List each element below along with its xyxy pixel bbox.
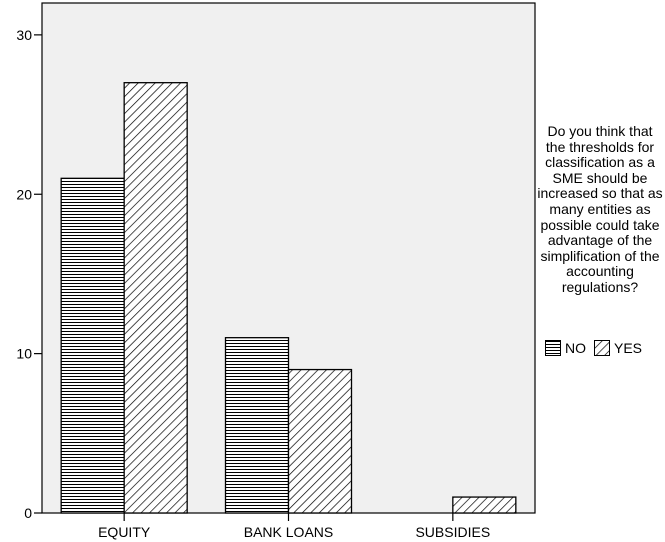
legend-title: Do you think that the thresholds for cla… — [537, 123, 663, 295]
y-tick-label: 10 — [16, 346, 32, 362]
bar-no-bank-loans — [224, 337, 290, 514]
y-tick-label: 0 — [24, 505, 32, 521]
legend-swatch-no — [545, 340, 561, 356]
legend-swatch-yes — [594, 340, 610, 356]
x-tick-label: BANK LOANS — [244, 524, 333, 540]
bars — [60, 82, 517, 514]
bar-yes-subsidies — [452, 496, 517, 514]
bar-yes-bank-loans — [287, 368, 353, 514]
legend-label-no: NO — [565, 340, 586, 356]
y-axis: 0 10 20 30 — [16, 27, 42, 521]
x-axis: EQUITY BANK LOANS SUBSIDIES — [98, 513, 490, 540]
bar-no-equity — [60, 177, 125, 514]
bar-yes-equity — [123, 82, 188, 514]
x-tick-label: SUBSIDIES — [415, 524, 490, 540]
y-tick-label: 20 — [16, 186, 32, 202]
x-tick-label: EQUITY — [98, 524, 151, 540]
legend-item-yes: YES — [594, 340, 642, 356]
y-tick-label: 30 — [16, 27, 32, 43]
legend-label-yes: YES — [614, 340, 643, 356]
legend: NO YES — [545, 340, 642, 356]
legend-item-no: NO — [545, 340, 586, 356]
